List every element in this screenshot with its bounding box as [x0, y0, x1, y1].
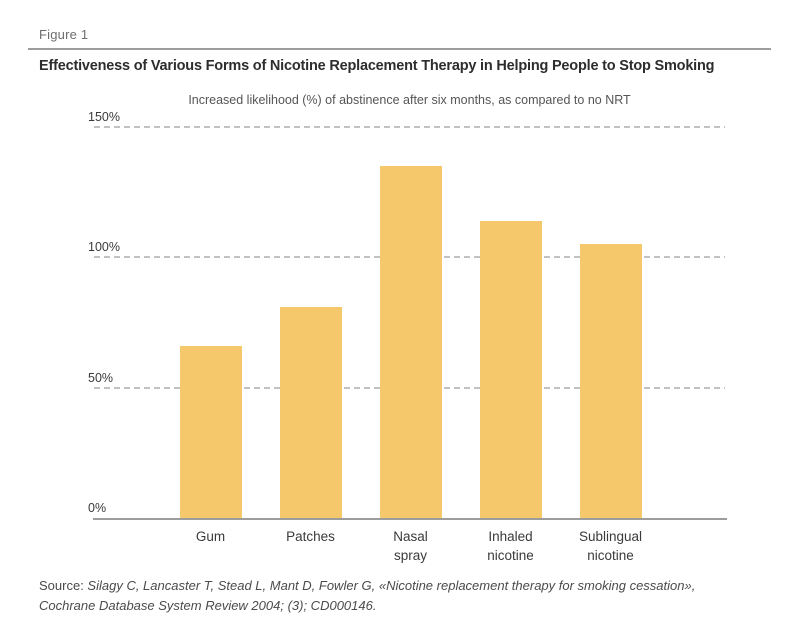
x-tick-gum: Gum: [195, 529, 226, 544]
bar-sublingual-nicotine: [579, 244, 642, 518]
source-prefix: Source:: [39, 578, 88, 593]
x-axis-line: [93, 518, 727, 520]
bar-patches: [279, 306, 342, 518]
source-citation-line1: Silagy C, Lancaster T, Stead L, Mant D, …: [87, 578, 696, 593]
x-tick-nasal-spray: Nasal spray: [393, 529, 428, 563]
bar-inhaled-nicotine: [479, 220, 542, 518]
y-tick-150: 150%: [88, 110, 120, 124]
source-citation-line2: Cochrane Database System Review 2004; (3…: [39, 598, 377, 613]
header-divider: [28, 48, 771, 50]
plot-area: [93, 126, 726, 518]
x-tick-patches: Patches: [286, 529, 335, 544]
chart-subtitle: Increased likelihood (%) of abstinence a…: [188, 93, 631, 107]
y-tick-50: 50%: [88, 370, 114, 385]
x-tick-inhaled-nicotine: Inhaled nicotine: [487, 529, 534, 563]
y-tick-0: 0%: [88, 501, 107, 515]
x-axis-labels: Gum Patches Nasal spray Inhaled nicotine Sub…: [93, 527, 726, 569]
chart-title: Effectiveness of Various Forms of Nicoti…: [39, 58, 715, 74]
x-tick-sublingual-nicotine: Sublingual nicotine: [578, 529, 643, 563]
bar-nasal-spray: [379, 166, 442, 518]
y-axis-labels: 0% 50% 100% 150%: [88, 110, 148, 518]
bar-gum: [179, 345, 242, 518]
figure-label: Figure 1: [39, 27, 89, 42]
y-tick-100: 100%: [88, 240, 120, 255]
source-note: Source: Silagy C, Lancaster T, Stead L, …: [39, 576, 784, 616]
gridline-150: [94, 126, 725, 128]
